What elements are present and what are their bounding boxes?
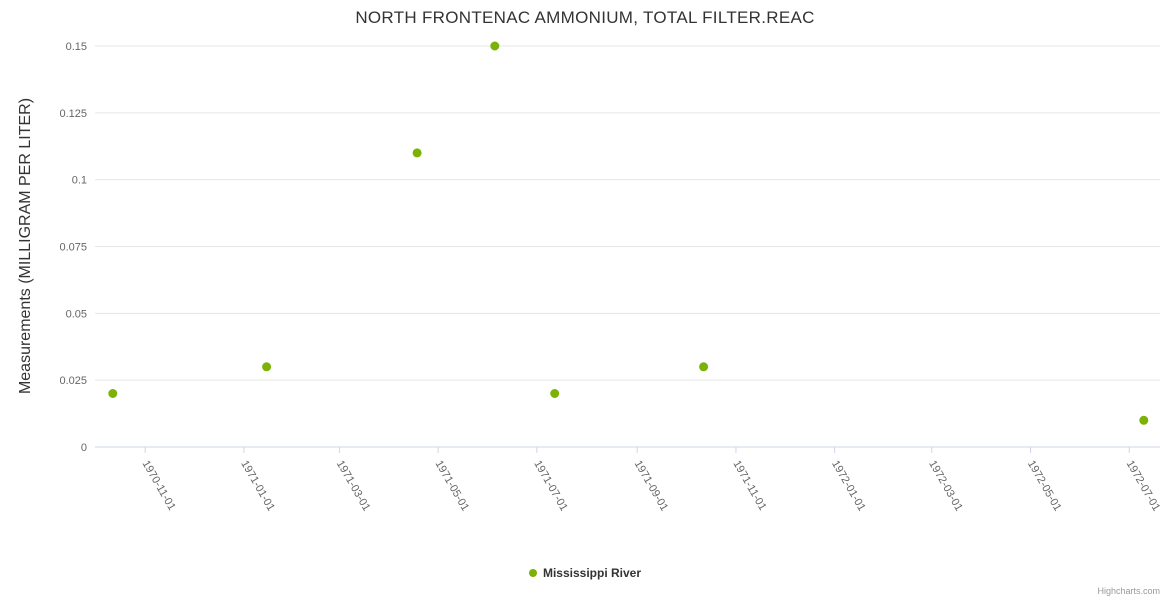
highcharts-credit[interactable]: Highcharts.com xyxy=(1097,586,1160,596)
x-tick-label: 1972-07-01 xyxy=(1124,459,1163,514)
x-tick-label: 1971-09-01 xyxy=(632,459,671,514)
x-tick-label: 1971-03-01 xyxy=(334,459,373,514)
x-tick-label: 1972-01-01 xyxy=(829,459,868,514)
data-point[interactable] xyxy=(699,362,709,372)
y-tick-label: 0.05 xyxy=(66,308,87,320)
x-tick-label: 1972-05-01 xyxy=(1025,459,1064,514)
x-tick-label: 1972-03-01 xyxy=(926,459,965,514)
y-tick-label: 0.125 xyxy=(59,108,87,120)
data-point[interactable] xyxy=(550,389,560,398)
data-point[interactable] xyxy=(1139,415,1149,425)
data-point[interactable] xyxy=(262,362,272,372)
x-tick-label: 1970-11-01 xyxy=(140,459,178,513)
y-tick-label: 0.025 xyxy=(59,375,87,387)
y-tick-label: 0.15 xyxy=(66,41,87,53)
x-tick-label: 1971-11-01 xyxy=(730,459,768,513)
data-point[interactable] xyxy=(490,41,500,51)
legend-item[interactable]: Mississippi River xyxy=(0,566,1170,580)
chart-title: NORTH FRONTENAC AMMONIUM, TOTAL FILTER.R… xyxy=(355,8,815,27)
data-point[interactable] xyxy=(412,148,422,158)
y-tick-label: 0.075 xyxy=(59,242,87,254)
y-tick-label: 0.1 xyxy=(72,175,87,187)
data-point[interactable] xyxy=(108,389,118,398)
x-tick-label: 1971-07-01 xyxy=(531,459,570,514)
y-tick-label: 0 xyxy=(81,442,87,454)
x-tick-label: 1971-05-01 xyxy=(433,459,472,514)
x-tick-label: 1971-01-01 xyxy=(238,459,277,514)
legend-marker-icon xyxy=(528,569,537,577)
legend-label: Mississippi River xyxy=(542,566,642,580)
